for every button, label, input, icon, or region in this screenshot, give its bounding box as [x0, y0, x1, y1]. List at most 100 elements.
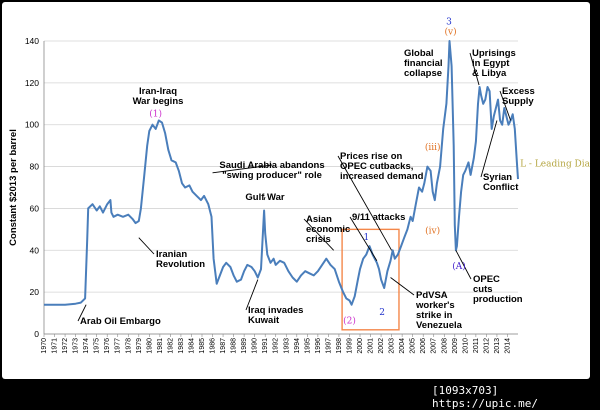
- annotation-line: Excess: [502, 86, 535, 97]
- annotation-arrow: [455, 250, 472, 280]
- annotation-line: increased demand: [340, 171, 424, 182]
- x-tick-label: 1979: [136, 338, 143, 354]
- annotation-arrow: [77, 304, 87, 322]
- annotation-line: Syrian: [483, 172, 512, 183]
- annotation-label: Prices rise on OPEC cutbacks, increased de…: [340, 151, 424, 182]
- x-tick-label: 2002: [378, 338, 385, 354]
- x-tick-label: 2000: [357, 338, 364, 354]
- annotation-line: Uprisings: [472, 48, 516, 59]
- annotation-arrow: [480, 120, 498, 178]
- annotation-arrow: [263, 196, 266, 201]
- x-tick-label: 1998: [336, 338, 343, 354]
- annotation-label: Excess Supply: [502, 86, 535, 107]
- x-tick-label: 1980: [146, 338, 153, 354]
- annotation-line: 9/11 attacks: [352, 212, 405, 223]
- x-tick-label: 1996: [315, 338, 322, 354]
- x-tick-label: 1995: [304, 338, 311, 354]
- annotation-line: Venezuela: [416, 320, 463, 331]
- x-tick-label: 1970: [41, 338, 48, 354]
- annotation-arrow: [390, 277, 415, 296]
- annotation-line: Revolution: [156, 259, 205, 270]
- annotation-label: Arab Oil Embargo: [80, 316, 161, 327]
- annotation-line: Supply: [502, 96, 534, 107]
- x-tick-label: 1977: [115, 338, 122, 354]
- x-tick-label: 2010: [462, 338, 469, 354]
- y-tick-label: 120: [25, 78, 39, 88]
- x-tick-label: 1976: [104, 338, 111, 354]
- y-tick-label: 80: [30, 162, 40, 172]
- x-tick-label: 1989: [241, 338, 248, 354]
- x-tick-label: 2012: [483, 338, 490, 354]
- annotation-line: Conflict: [483, 182, 519, 193]
- annotation-label: Syrian Conflict: [483, 172, 519, 193]
- x-tick-label: 2003: [389, 338, 396, 354]
- x-tick-label: 2014: [504, 338, 511, 354]
- y-tick-label: 140: [25, 36, 39, 46]
- annotation-line: Iranian: [156, 249, 187, 260]
- annotation-line: financial: [404, 58, 443, 69]
- y-tick-label: 60: [30, 203, 40, 213]
- annotation-label: Uprisings in Egypt & Libya: [472, 48, 516, 79]
- annotation-arrow: [245, 279, 259, 311]
- annotation-line: Iran-Iraq: [139, 86, 177, 97]
- wave-label: (v): [445, 27, 457, 38]
- wave-label: 2: [379, 308, 385, 318]
- x-tick-label: 1986: [210, 338, 217, 354]
- annotation-line: collapse: [404, 68, 442, 79]
- x-tick-label: 2011: [473, 338, 480, 353]
- annotation-label: PdVSA worker's strike in Venezuela: [415, 290, 463, 331]
- wave-label: (A): [452, 261, 466, 272]
- x-tick-label: 1993: [283, 338, 290, 354]
- x-tick-label: 1983: [178, 338, 185, 354]
- wave-label: 3: [446, 17, 452, 27]
- wave-label: (1): [149, 108, 162, 119]
- y-tick-label: 0: [34, 329, 39, 339]
- annotation-line: crisis: [306, 234, 331, 245]
- annotation-line: worker's: [415, 300, 455, 311]
- x-tick-label: 1990: [252, 338, 259, 354]
- x-tick-label: 1975: [94, 338, 101, 354]
- x-tick-label: 2009: [452, 338, 459, 354]
- x-tick-label: 2004: [399, 338, 406, 354]
- annotation-arrow: [499, 90, 512, 121]
- annotation-label: 9/11 attacks: [352, 212, 405, 223]
- x-tick-label: 1988: [231, 338, 238, 354]
- annotation-arrow: [303, 218, 334, 251]
- annotation-arrow: [469, 52, 480, 86]
- annotation-line: Prices rise on: [340, 151, 403, 162]
- annotation-label: Asian economic crisis: [306, 214, 350, 245]
- annotation-label: Iranian Revolution: [156, 249, 205, 270]
- x-tick-label: 1999: [346, 338, 353, 354]
- x-tick-label: 1981: [157, 338, 164, 354]
- annotation-line: OPEC: [473, 274, 500, 285]
- annotation-line: cuts: [473, 284, 493, 295]
- x-tick-label: 1994: [294, 338, 301, 354]
- x-tick-label: 2005: [410, 338, 417, 354]
- x-tick-label: 1971: [52, 338, 59, 354]
- annotation-line: Global: [404, 48, 434, 59]
- annotation-arrow: [138, 237, 155, 255]
- annotation-line: strike in: [416, 310, 453, 321]
- annotation-line: Arab Oil Embargo: [80, 316, 161, 327]
- x-tick-label: 2006: [420, 338, 427, 354]
- y-tick-label: 20: [30, 287, 40, 297]
- x-tick-label: 1978: [125, 338, 132, 354]
- highlight-box: [341, 228, 400, 331]
- annotation-line: OPEC cutbacks,: [340, 161, 413, 172]
- annotation-label: Iran-Iraq War begins: [133, 86, 184, 107]
- annotation-arrow: [349, 216, 378, 261]
- image-size-url-caption: [1093x703] https://upic.me/: [432, 384, 538, 410]
- price-series-line: [44, 40, 519, 306]
- x-tick-label: 1992: [273, 338, 280, 354]
- annotation-label: OPEC cuts production: [473, 274, 523, 305]
- wave-label: (iv): [425, 226, 440, 237]
- x-tick-label: 2013: [494, 338, 501, 354]
- annotation-label: Global financial collapse: [404, 48, 443, 79]
- annotation-line: production: [473, 294, 523, 305]
- annotation-line: & Libya: [472, 68, 507, 79]
- annotation-label: Iraq invades Kuwait: [248, 305, 303, 326]
- x-tick-label: 2008: [441, 338, 448, 354]
- annotation-line: Asian: [306, 214, 332, 225]
- chart-frame: 0 20 40 60 80 100 120 140 1970 1971 1972 1973 1974 19…: [2, 2, 590, 379]
- wave-label: (2): [343, 316, 356, 327]
